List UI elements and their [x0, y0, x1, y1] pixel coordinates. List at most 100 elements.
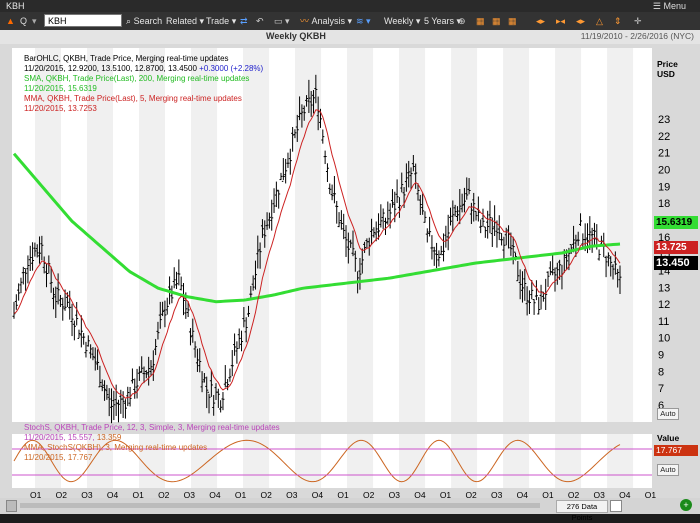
zoom-icon[interactable]: ⊕	[458, 16, 466, 26]
legend-mma-line1: MMA, QKBH, Trade Price(Last), 5, Merging…	[24, 94, 242, 103]
folder-icon[interactable]: ▭ ▾	[274, 16, 290, 26]
quarter-tick-label: Q3	[184, 490, 196, 498]
price-tick-label: 10	[658, 333, 670, 345]
related-button[interactable]: Related ▾	[166, 16, 205, 26]
legend-stoch-a: 11/20/2015, 15.557,	[24, 433, 95, 442]
quarter-band	[347, 48, 374, 422]
quarter-band	[295, 434, 322, 488]
price-tick-label: 18	[658, 198, 670, 210]
toolbar: ▲ Q ▾ KBH ⌕ Search Related ▾ Trade ▾ ⇄ ↶…	[0, 12, 700, 30]
quarter-band	[347, 434, 374, 488]
quarter-tick-label: Q3	[389, 490, 401, 498]
quarter-band	[607, 48, 634, 422]
quarter-tick-label: Q4	[517, 490, 529, 498]
legend-stoch-line2: 11/20/2015, 15.557, 13.359	[24, 433, 121, 443]
quarter-band	[191, 434, 218, 488]
quarter-tick-label: Q4	[619, 490, 631, 498]
compare-icon[interactable]: ▦	[492, 16, 501, 26]
analysis-button[interactable]: 〰 Analysis ▾	[300, 16, 353, 26]
value-axis-title: Value	[657, 433, 680, 443]
search-icon: ⌕	[126, 16, 132, 26]
quarter-band	[451, 48, 478, 422]
crosshair-icon[interactable]: ✛	[634, 16, 642, 26]
scroll-right-icon[interactable]: ▸◂	[556, 16, 566, 26]
status-bar: 276 Data Points +	[0, 498, 700, 522]
legend-stoch-line1: StochS, QKBH, Trade Price, 12, 3, Simple…	[24, 423, 280, 432]
stoch-value-badge: 17.767	[654, 445, 698, 456]
alert-icon[interactable]: △	[596, 16, 603, 26]
price-tick-label: 11	[658, 316, 669, 328]
analysis-icon: 〰	[300, 16, 310, 26]
scroll-left-button[interactable]	[6, 500, 17, 512]
menu-button[interactable]: ☰ Menu	[653, 0, 686, 12]
price-tick-label: 9	[658, 350, 664, 362]
trade-button[interactable]: Trade ▾	[206, 16, 237, 26]
scale-icon[interactable]: ⇕	[614, 16, 622, 26]
quarter-tick-label: Q1	[337, 490, 349, 498]
quarter-band	[87, 48, 114, 422]
quarter-tick-label: Q2	[363, 490, 375, 498]
zoom-out-button[interactable]	[610, 500, 622, 512]
window-title: KBH	[6, 1, 25, 11]
menu-icon: ☰	[652, 1, 661, 11]
price-tick-label: 6	[658, 400, 664, 412]
quarter-tick-label: Q2	[56, 490, 68, 498]
fit-icon[interactable]: ◂▸	[576, 16, 586, 26]
studies-icon[interactable]: ≋ ▾	[356, 16, 371, 26]
chart-style-icon[interactable]: ▦	[476, 16, 485, 26]
legend-stoch-mma-line2: 11/20/2015, 17.767	[24, 453, 93, 462]
quarter-tick-label: Q1	[645, 490, 657, 498]
horizontal-scrollbar[interactable]	[20, 503, 540, 508]
chart-date-range: 11/19/2010 - 2/26/2016 (NYC)	[580, 31, 694, 41]
value-auto-button[interactable]: Auto	[657, 464, 679, 476]
menu-label: Menu	[663, 1, 686, 11]
quarter-tick-label: Q4	[107, 490, 119, 498]
quarter-band	[607, 434, 634, 488]
price-auto-button[interactable]: Auto	[657, 408, 679, 420]
legend-bar-line1: BarOHLC, QKBH, Trade Price, Merging real…	[24, 54, 229, 63]
range-label: 5 Years	[424, 16, 455, 26]
quarter-band	[451, 434, 478, 488]
search-button[interactable]: ⌕ Search	[126, 14, 162, 28]
range-select[interactable]: 5 Years ▾	[424, 16, 462, 26]
price-tick-label: 21	[658, 148, 670, 160]
period-select[interactable]: Weekly ▾	[384, 16, 421, 26]
legend-sma-line1: SMA, QKBH, Trade Price(Last), 200, Mergi…	[24, 74, 250, 83]
scroll-left-icon[interactable]: ◂▸	[536, 16, 546, 26]
add-panel-icon[interactable]: +	[680, 499, 692, 511]
mma-value-badge: 13.725	[654, 241, 698, 254]
quarter-tick-label: Q3	[286, 490, 298, 498]
quarter-band	[295, 48, 322, 422]
link-icon[interactable]: ⇄	[240, 16, 248, 26]
last-price-badge: 13.450	[654, 256, 698, 270]
price-tick-label: 13	[658, 282, 670, 294]
chevron-down-icon[interactable]: ▾	[32, 16, 37, 26]
quarter-band	[87, 434, 114, 488]
quarter-band	[243, 434, 270, 488]
mma-line	[13, 109, 621, 399]
price-tick-label: 16	[658, 232, 670, 244]
stoch-pane-bg	[12, 434, 652, 488]
related-label: Related	[166, 16, 198, 26]
symbol-input[interactable]: KBH	[44, 14, 122, 27]
price-tick-label: 7	[658, 383, 664, 395]
quarter-band	[191, 48, 218, 422]
quarter-tick-label: Q4	[312, 490, 324, 498]
quarter-tick-label: Q1	[440, 490, 452, 498]
quarter-tick-label: Q1	[132, 490, 144, 498]
legend-bar-values: 11/20/2015, 12.9200, 13.5100, 12.8700, 1…	[24, 64, 197, 73]
quarter-band	[399, 48, 426, 422]
undo-icon[interactable]: ↶	[256, 16, 264, 26]
window-titlebar: KBH ☰ Menu	[0, 0, 700, 12]
legend-mma-line2: 11/20/2015, 13.7253	[24, 104, 97, 113]
up-arrow-icon[interactable]: ▲	[6, 16, 15, 26]
sma-line	[12, 152, 621, 304]
draw-icon[interactable]: ▦	[508, 16, 517, 26]
price-tick-label: 8	[658, 366, 664, 378]
price-chart[interactable]: 23222120191817161514131211109876Q1Q2Q3Q4…	[0, 44, 700, 498]
quarter-tick-label: Q2	[568, 490, 580, 498]
price-axis-unit: USD	[657, 69, 675, 79]
symbol-prefix[interactable]: Q	[20, 16, 28, 26]
quarter-band	[555, 48, 582, 422]
legend-stoch-b: 13.359	[96, 433, 122, 442]
